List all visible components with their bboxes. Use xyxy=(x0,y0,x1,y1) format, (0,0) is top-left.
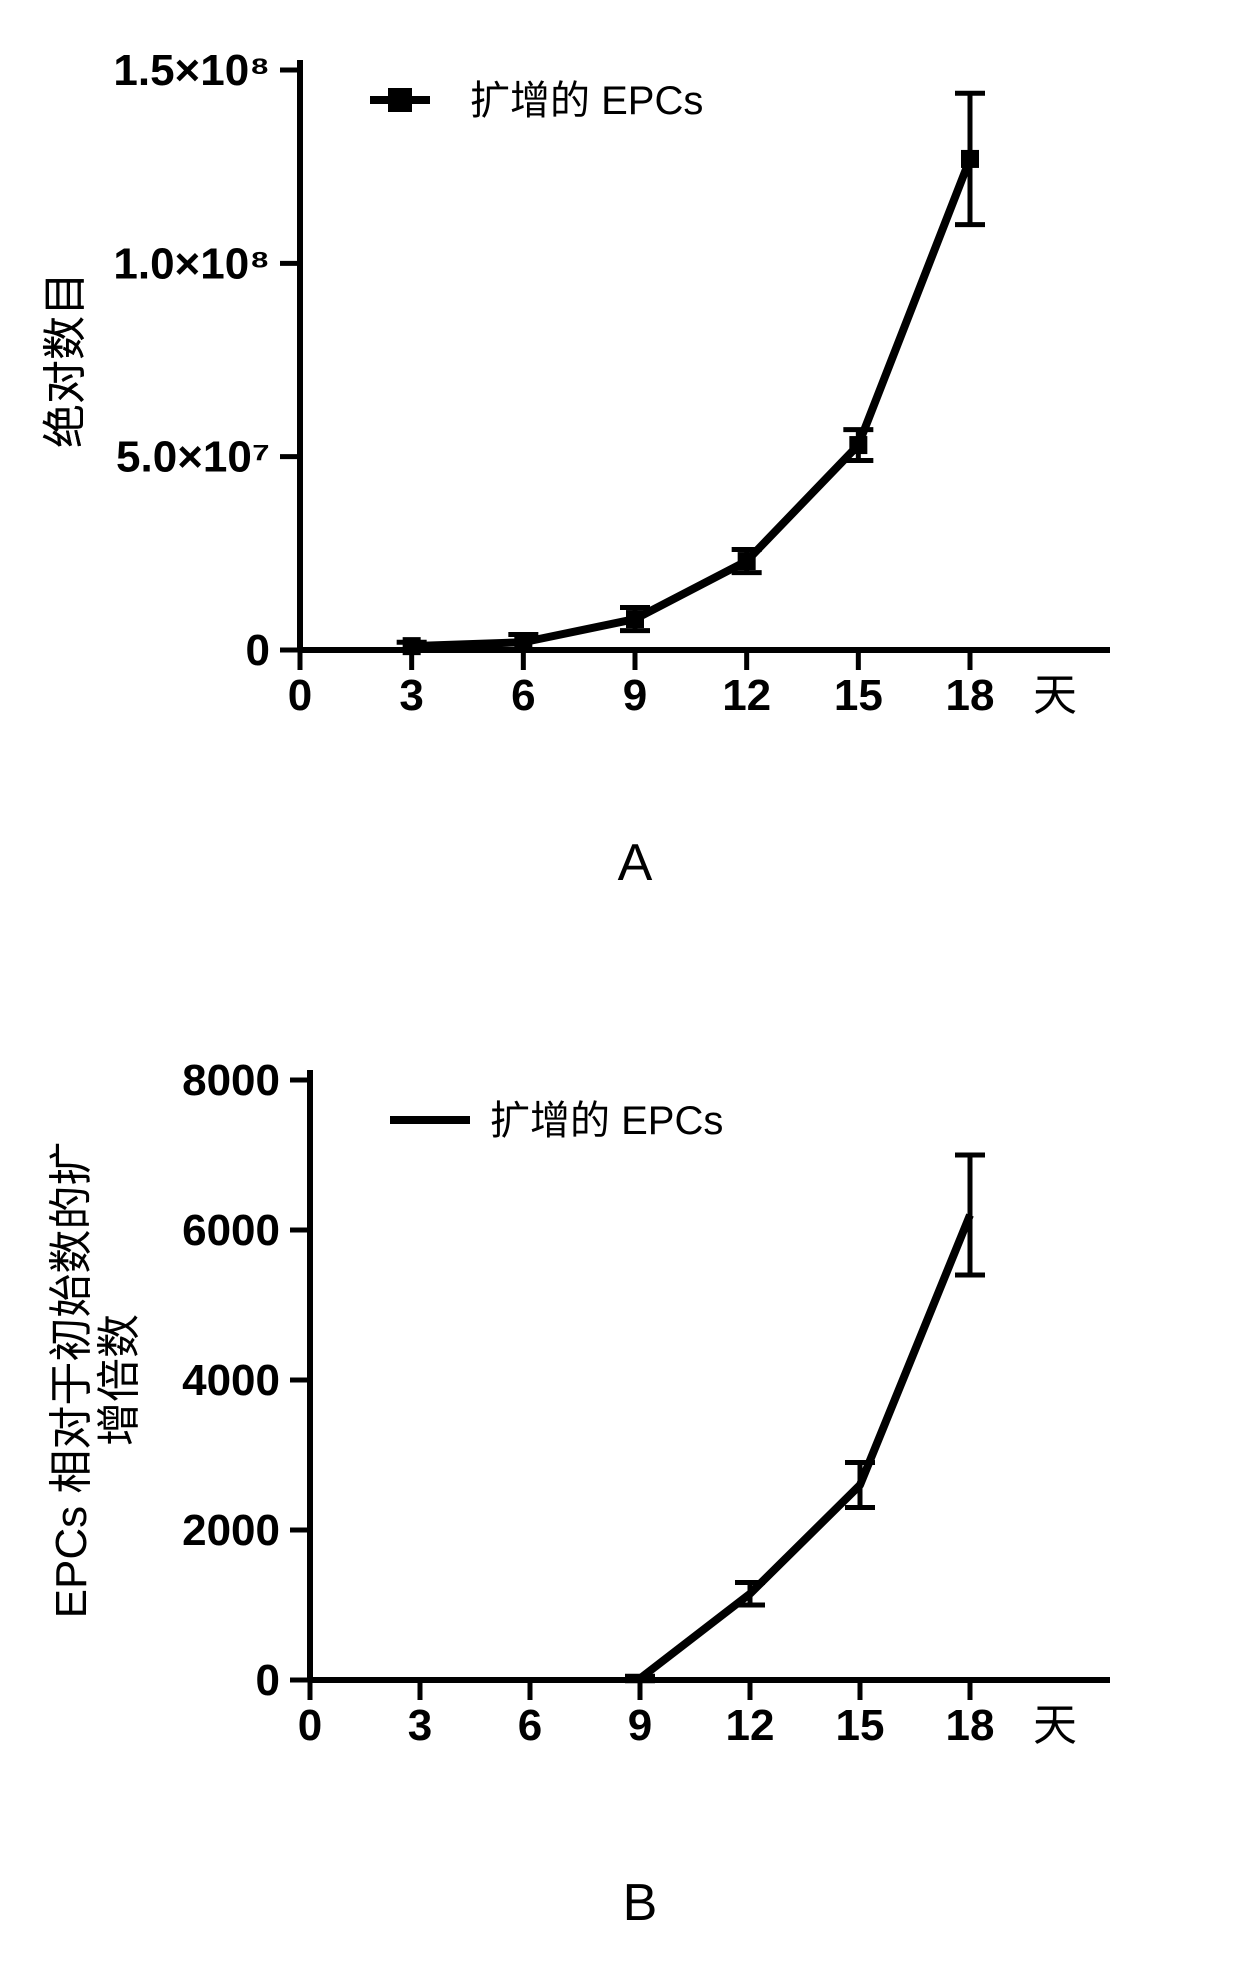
svg-text:18: 18 xyxy=(946,1701,995,1750)
svg-text:6: 6 xyxy=(511,671,535,720)
svg-text:5.0×10⁷: 5.0×10⁷ xyxy=(116,433,270,482)
svg-text:天: 天 xyxy=(1033,671,1077,720)
page: 0369121518天05.0×10⁷1.0×10⁸1.5×10⁸绝对数目扩增的… xyxy=(0,0,1240,1972)
svg-text:3: 3 xyxy=(399,671,423,720)
svg-text:12: 12 xyxy=(726,1701,775,1750)
svg-text:12: 12 xyxy=(722,671,771,720)
svg-text:天: 天 xyxy=(1033,1701,1077,1750)
svg-text:15: 15 xyxy=(834,671,883,720)
svg-text:4000: 4000 xyxy=(182,1356,280,1405)
chart-b-container: 0 3 6 9 12 15 18 天 0 2000 4000 6000 8000 EPCs 相对于初始数的… xyxy=(0,1020,1240,1940)
svg-text:0: 0 xyxy=(298,1701,322,1750)
svg-text:6: 6 xyxy=(518,1701,542,1750)
svg-text:B: B xyxy=(623,1874,658,1932)
svg-text:0: 0 xyxy=(288,671,312,720)
chart-a-container: 0 3 6 9 12 15 18 天 0 5.0×10⁷ 1.0×10⁸ 1.5×10⁸ 绝对数目 扩增的… xyxy=(0,0,1240,900)
svg-text:绝对数目: 绝对数目 xyxy=(41,272,90,448)
chart-b-svg: 0 3 6 9 12 15 18 天 0 2000 4000 6000 8000 EPCs 相对于初始数的… xyxy=(0,1020,1240,1940)
svg-text:1.0×10⁸: 1.0×10⁸ xyxy=(113,239,270,288)
svg-text:EPCs 相对于初始数的扩增倍数: EPCs 相对于初始数的扩增倍数 xyxy=(47,1142,144,1619)
svg-text:15: 15 xyxy=(836,1701,885,1750)
svg-text:8000: 8000 xyxy=(182,1056,280,1105)
svg-text:0: 0 xyxy=(246,626,270,675)
svg-text:9: 9 xyxy=(628,1701,652,1750)
svg-text:9: 9 xyxy=(623,671,647,720)
svg-text:扩增的 EPCs: 扩增的 EPCs xyxy=(470,79,703,123)
svg-text:扩增的 EPCs: 扩增的 EPCs xyxy=(490,1099,723,1143)
svg-text:0: 0 xyxy=(256,1656,280,1705)
svg-text:A: A xyxy=(618,834,653,892)
svg-text:2000: 2000 xyxy=(182,1506,280,1555)
svg-text:6000: 6000 xyxy=(182,1206,280,1255)
chart-a-svg: 0 3 6 9 12 15 18 天 0 5.0×10⁷ 1.0×10⁸ 1.5×10⁸ 绝对数目 扩增的… xyxy=(0,0,1240,900)
svg-text:1.5×10⁸: 1.5×10⁸ xyxy=(113,46,270,95)
svg-text:18: 18 xyxy=(946,671,995,720)
svg-text:3: 3 xyxy=(408,1701,432,1750)
